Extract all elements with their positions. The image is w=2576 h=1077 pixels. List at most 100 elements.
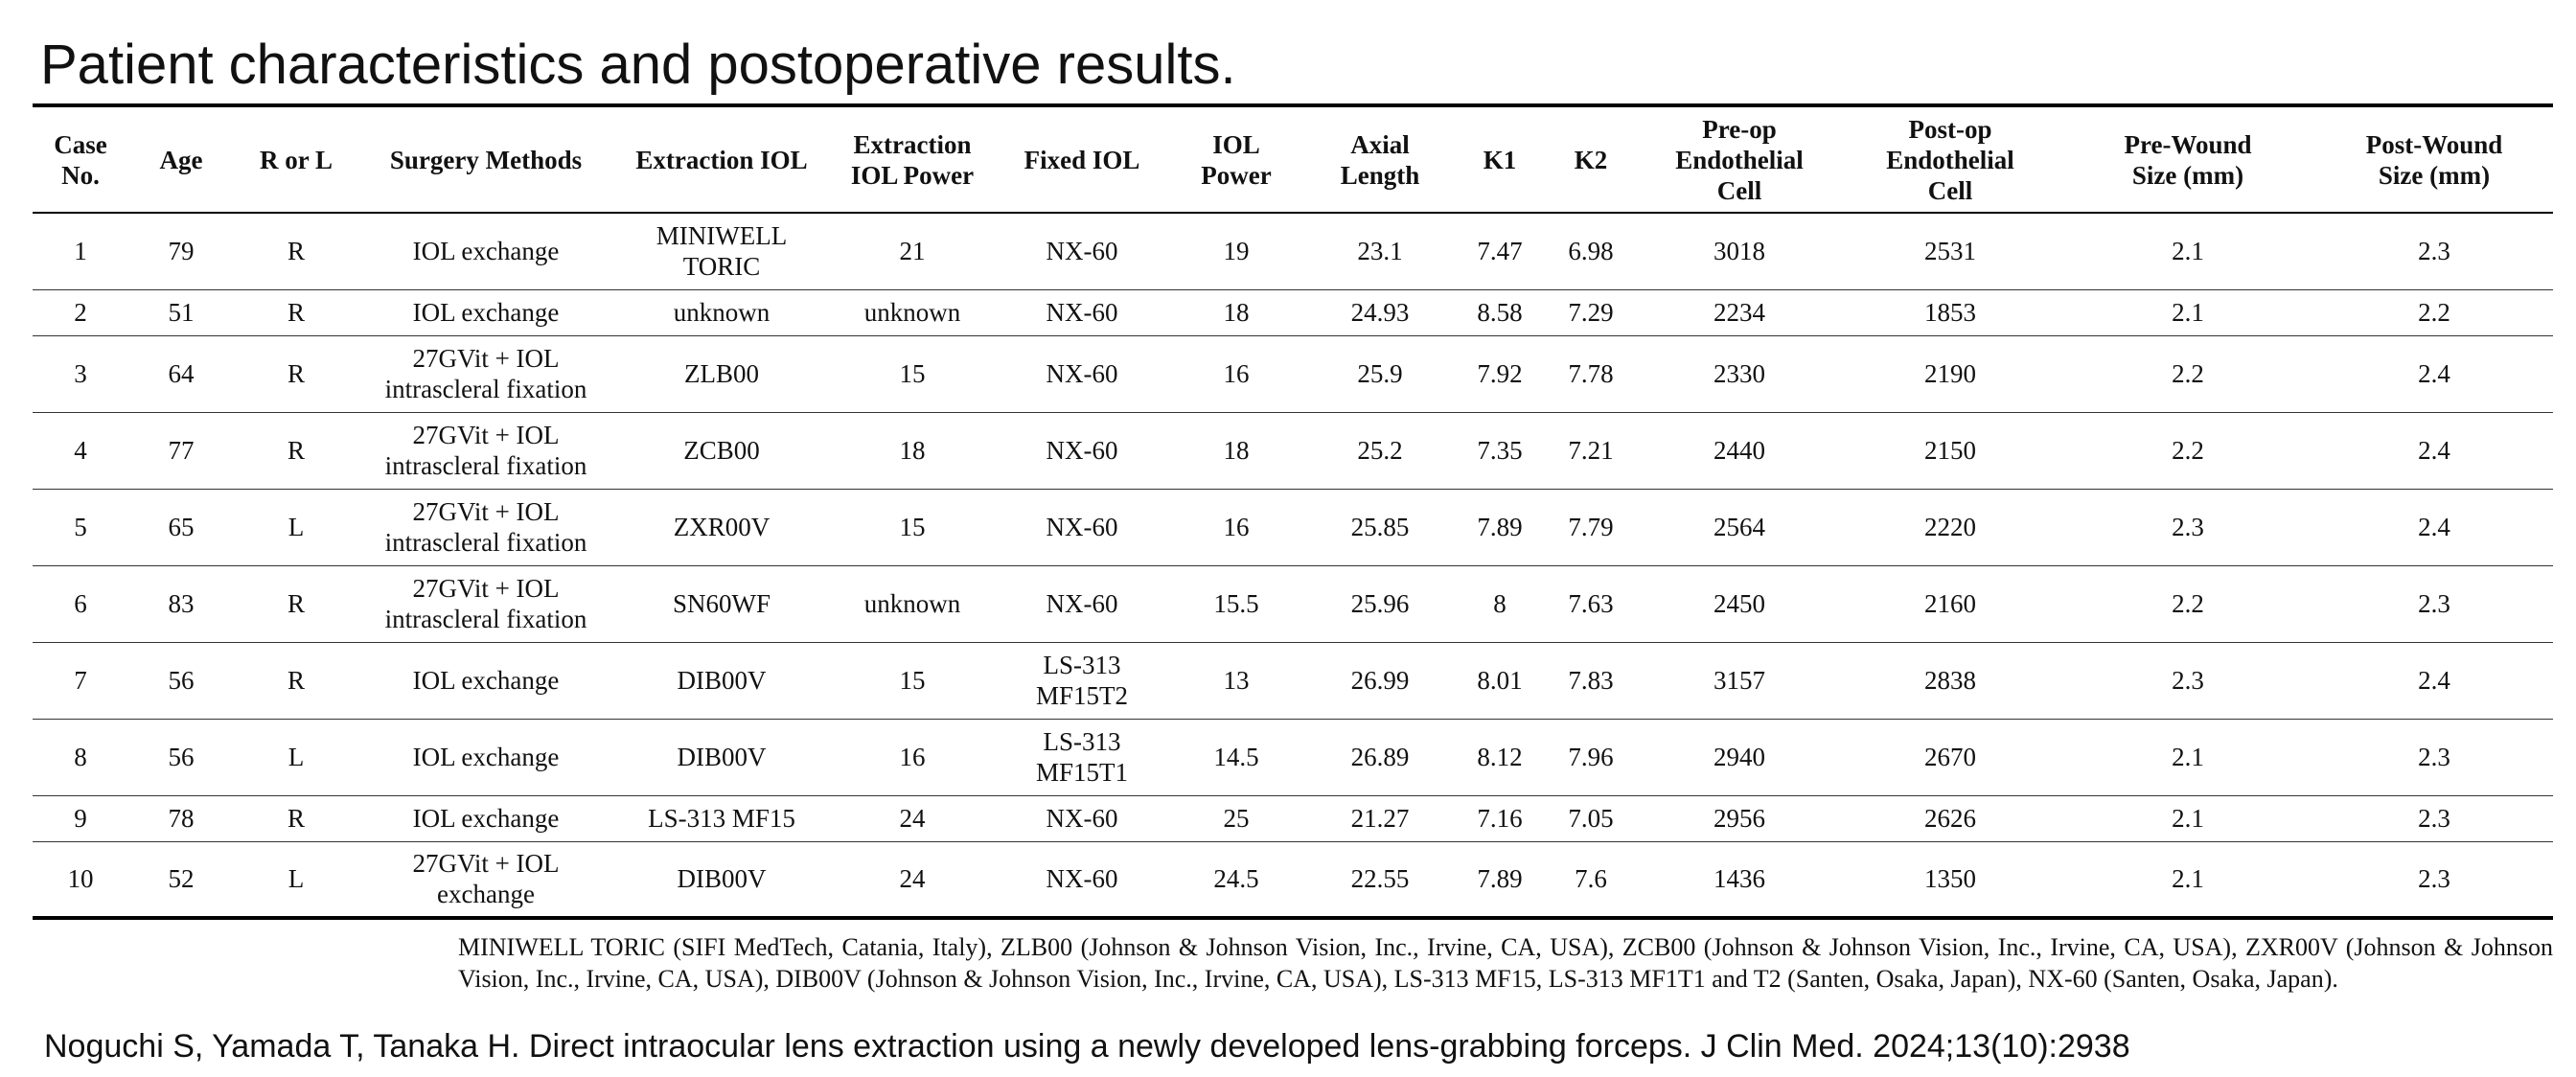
table-cell: 3157: [1714, 666, 1765, 695]
table-row: 10 52 L 27GVit + IOL exchange DIB00V 24 NX-60 2…: [33, 841, 2553, 918]
table-cell: 14.5: [1213, 743, 1259, 771]
table-cell: R: [287, 436, 305, 465]
table-cell: NX-60: [1046, 513, 1118, 541]
page-title: Patient characteristics and postoperativ…: [40, 34, 1236, 96]
table-cell: 2.2: [2172, 589, 2204, 618]
table-cell: DIB00V: [677, 666, 767, 695]
table-cell: 78: [168, 804, 195, 833]
table-footnote: MINIWELL TORIC (SIFI MedTech, Catania, I…: [458, 933, 2553, 993]
table-cell: 3: [74, 359, 87, 388]
table-cell: 56: [168, 666, 195, 695]
table-cell: 2.1: [2172, 298, 2204, 327]
table-row: 9 78 R IOL exchange LS-313 MF15 24 NX-60 25 21.2…: [33, 795, 2553, 841]
table-cell: 6: [74, 589, 87, 618]
table-cell: NX-60: [1046, 804, 1118, 833]
table-cell: 7.47: [1477, 237, 1523, 266]
col-header-post-op-endothelial-cell: Post-op Endothelial Cell: [1886, 114, 2014, 205]
col-header-fixed-iol: Fixed IOL: [1024, 145, 1140, 174]
table-cell: SN60WF: [672, 589, 770, 618]
table-cell: IOL exchange: [412, 237, 560, 266]
table-cell: 2.3: [2418, 589, 2450, 618]
table-cell: 2190: [1924, 359, 1976, 388]
table-cell: 1: [74, 237, 87, 266]
table-cell: 2.3: [2418, 743, 2450, 771]
col-header-extraction-iol: Extraction IOL: [635, 145, 808, 174]
table-cell: IOL exchange: [412, 298, 560, 327]
table-cell: 7.83: [1568, 666, 1614, 695]
table-cell: 2626: [1924, 804, 1976, 833]
table-cell: LS-313 MF15T2: [1035, 651, 1129, 710]
table-row: 8 56 L IOL exchange DIB00V 16 LS-313 MF15T1 14.…: [33, 719, 2553, 795]
table-cell: IOL exchange: [412, 743, 560, 771]
table-cell: 2.3: [2172, 666, 2204, 695]
table-cell: 2.2: [2172, 436, 2204, 465]
results-table: Case No. Age R or L Surgery Methods Extr…: [33, 103, 2553, 920]
table-cell: 2.4: [2418, 666, 2450, 695]
table-cell: 2.4: [2418, 436, 2450, 465]
table-cell: 18: [1223, 436, 1250, 465]
table-cell: 1350: [1924, 864, 1976, 894]
col-header-pre-op-endothelial-cell: Pre-op Endothelial Cell: [1675, 114, 1804, 205]
table-cell: 2.1: [2172, 804, 2204, 833]
table-cell: IOL exchange: [412, 666, 560, 695]
table-cell: 7.6: [1575, 864, 1607, 894]
table-cell: 7.21: [1568, 436, 1614, 465]
table-cell: 64: [168, 359, 195, 388]
table-cell: 2.4: [2418, 359, 2450, 388]
col-header-post-wound-size: Post-Wound Size (mm): [2365, 129, 2503, 190]
table-cell: 52: [168, 864, 195, 894]
table-cell: 8.12: [1477, 743, 1523, 771]
table-cell: 56: [168, 743, 195, 771]
table-cell: IOL exchange: [412, 804, 560, 833]
table-row: 2 51 R IOL exchange unknown unknown NX-60 18 24.…: [33, 289, 2553, 335]
table-cell: LS-313 MF15T1: [1035, 727, 1129, 787]
table-cell: 10: [67, 864, 94, 894]
table-cell: 77: [168, 436, 195, 465]
table-cell: 7.89: [1477, 513, 1523, 541]
table-cell: 18: [1223, 298, 1250, 327]
table-cell: 16: [1223, 513, 1250, 541]
table-cell: R: [287, 298, 305, 327]
table-cell: unknown: [673, 298, 770, 327]
table-row: 7 56 R IOL exchange DIB00V 15 LS-313 MF15T2 13 2…: [33, 642, 2553, 719]
table-cell: 25.96: [1350, 589, 1410, 618]
table-cell: 2220: [1924, 513, 1976, 541]
table-row: 4 77 R 27GVit + IOL intrascleral fixation ZC…: [33, 412, 2553, 489]
table-cell: 2.2: [2172, 359, 2204, 388]
table-cell: 2838: [1924, 666, 1976, 695]
table-cell: 2531: [1924, 237, 1976, 266]
table-cell: 9: [74, 804, 87, 833]
table-cell: R: [287, 589, 305, 618]
table-cell: 26.99: [1350, 666, 1410, 695]
table-cell: 2.3: [2418, 804, 2450, 833]
table-cell: DIB00V: [677, 743, 767, 771]
table-cell: 24: [899, 804, 926, 833]
table-cell: 21.27: [1350, 804, 1410, 833]
col-header-pre-wound-size: Pre-Wound Size (mm): [2124, 129, 2252, 190]
table-cell: 65: [168, 513, 195, 541]
table-cell: 25.85: [1350, 513, 1410, 541]
table-row: 3 64 R 27GVit + IOL intrascleral fixation ZL…: [33, 335, 2553, 412]
table-cell: 23.1: [1357, 237, 1403, 266]
table-cell: 27GVit + IOL intrascleral fixation: [384, 497, 587, 557]
table-cell: 2940: [1714, 743, 1765, 771]
col-header-age: Age: [159, 145, 203, 174]
table-cell: 2.1: [2172, 864, 2204, 894]
table-cell: 27GVit + IOL intrascleral fixation: [384, 421, 587, 480]
table-cell: R: [287, 359, 305, 388]
table-cell: 18: [899, 436, 926, 465]
table-cell: 7.35: [1477, 436, 1523, 465]
table-cell: 2956: [1714, 804, 1765, 833]
col-header-extraction-iol-power: Extraction IOL Power: [850, 129, 975, 190]
table-cell: 51: [168, 298, 195, 327]
table-cell: 22.55: [1350, 864, 1410, 894]
table-cell: 24: [899, 864, 926, 894]
table-cell: 26.89: [1350, 743, 1410, 771]
table-cell: ZCB00: [683, 436, 760, 465]
table-cell: 2330: [1714, 359, 1765, 388]
table-cell: 5: [74, 513, 87, 541]
table-cell: 79: [168, 237, 195, 266]
table-cell: 15: [899, 513, 926, 541]
table-row: 1 79 R IOL exchange MINIWELL TORIC 21 NX-60 19 2…: [33, 213, 2553, 289]
table-cell: 2.3: [2418, 864, 2450, 894]
